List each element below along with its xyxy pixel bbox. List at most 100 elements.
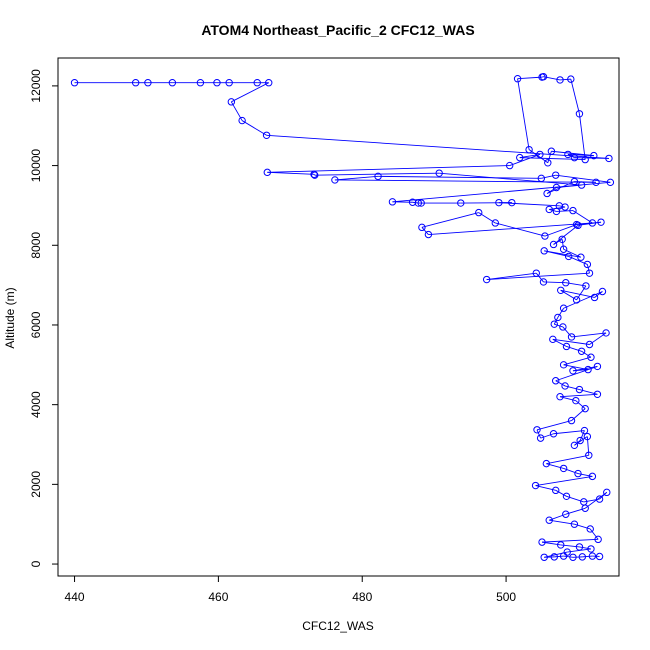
data-point (556, 76, 564, 84)
data-point (559, 552, 568, 560)
data-point (569, 553, 577, 561)
series-line-segment (486, 272, 537, 280)
series-line-segment (542, 538, 599, 543)
x-tick-label: 460 (208, 590, 228, 604)
data-point (552, 486, 560, 495)
data-point (575, 385, 584, 394)
data-point (584, 365, 592, 374)
series-line-segment (536, 420, 572, 431)
data-point (602, 329, 610, 337)
data-point (572, 396, 580, 405)
series-line-segment (562, 326, 572, 338)
data-point (516, 153, 524, 162)
series-line-segment (570, 79, 580, 114)
data-point (585, 451, 593, 459)
data-point (567, 75, 575, 83)
series-line-segment (231, 82, 269, 103)
series-line-segment (313, 174, 316, 176)
y-axis: 0 2000 4000 6000 8000 10000 12000 (29, 69, 59, 567)
series-line-segment (517, 76, 543, 80)
data-point (196, 79, 205, 87)
series-line-segment (535, 272, 544, 283)
data-point (585, 269, 594, 277)
series-line-segment (554, 555, 564, 558)
data-point (550, 553, 558, 561)
series-line-segment (555, 365, 598, 382)
series-line-segment (553, 430, 585, 435)
series-line-segment (553, 317, 559, 325)
data-point (549, 240, 558, 249)
data-point (542, 459, 551, 468)
data-point (577, 347, 586, 355)
data-point (567, 333, 576, 341)
data-point (590, 151, 598, 160)
series-line-segment (575, 400, 586, 409)
data-point (562, 510, 570, 518)
data-point (564, 252, 573, 261)
series-line-segment (392, 181, 611, 203)
data-point (597, 218, 605, 226)
data-point (541, 232, 549, 240)
data-point (457, 199, 465, 207)
series-line-segment (563, 356, 592, 366)
series-line-segment (576, 285, 587, 301)
data-point (570, 520, 579, 528)
data-point (594, 535, 602, 544)
data-point (595, 552, 604, 561)
series-line-segment (267, 171, 315, 175)
y-tick-label: 0 (29, 560, 43, 567)
series-line-segment (577, 473, 593, 477)
x-tick-label: 440 (65, 590, 85, 604)
data-point (552, 207, 561, 216)
series-line-segment (559, 396, 576, 402)
series-line-segment (574, 436, 588, 446)
data-point (539, 73, 548, 81)
data-point (265, 79, 273, 87)
data-point (587, 353, 595, 361)
data-point (605, 154, 613, 163)
data-point (564, 150, 572, 159)
series-line-segment (421, 227, 429, 235)
data-point (536, 150, 544, 159)
data-point (525, 145, 533, 154)
y-axis-label: Altitude (m) (3, 287, 17, 348)
series-line-segment (378, 175, 542, 179)
series-line-segment (334, 179, 596, 183)
data-point (552, 171, 560, 179)
series-line-segment (560, 289, 595, 298)
data-point (310, 170, 318, 179)
data-point (562, 492, 571, 501)
series-line-segment (241, 120, 267, 136)
data-point (536, 434, 545, 442)
series-line-segment (563, 555, 574, 558)
x-axis-label: CFC12_WAS (302, 619, 374, 633)
series-line-segment (421, 212, 479, 228)
series-line-segment (561, 239, 565, 250)
data-point (561, 203, 569, 211)
data-point (556, 392, 564, 401)
data-point (225, 79, 233, 87)
data-point (598, 287, 607, 296)
y-tick-label: 2000 (29, 471, 43, 498)
series-line-segment (509, 154, 541, 167)
data-point (505, 161, 514, 170)
series-line-segment (544, 224, 577, 237)
y-tick-label: 6000 (29, 311, 43, 338)
data-point (168, 79, 177, 87)
data-point (580, 426, 589, 435)
data-point (552, 377, 560, 385)
series-line-segment (543, 281, 566, 284)
data-point (388, 198, 397, 206)
data-point (559, 361, 568, 369)
data-point (562, 279, 570, 287)
data-point (539, 278, 548, 286)
series-line-segment (581, 350, 592, 358)
data-point (550, 320, 558, 328)
series-line-segment (546, 454, 589, 465)
data-point (418, 223, 426, 232)
data-point (578, 553, 587, 561)
data-point (549, 430, 558, 438)
data-point (495, 198, 503, 207)
series-line-segment (584, 491, 608, 509)
